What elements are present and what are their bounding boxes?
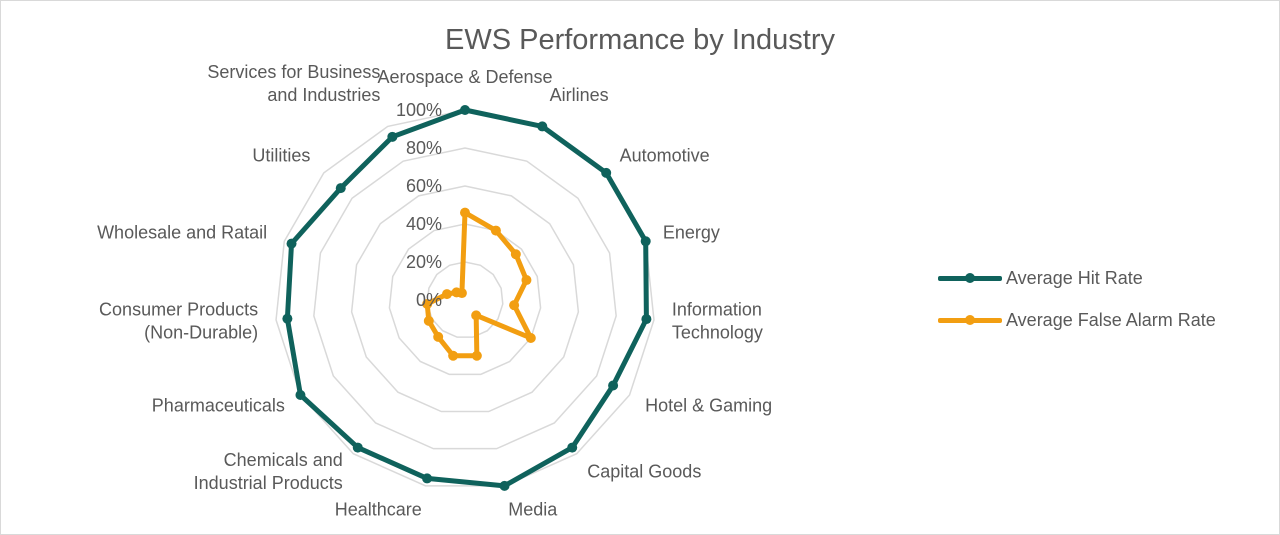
category-label-energy: Energy	[663, 222, 720, 242]
data-point-average-hit-rate-4[interactable]	[640, 236, 651, 247]
grid-ring-4	[313, 147, 617, 450]
data-point-average-false-alarm-rate-12[interactable]	[422, 298, 433, 309]
data-point-average-hit-rate-9[interactable]	[422, 473, 433, 484]
data-point-average-false-alarm-rate-13[interactable]	[441, 289, 452, 300]
data-point-average-hit-rate-7[interactable]	[567, 442, 578, 453]
legend-swatch-false-alarm-rate	[938, 310, 1002, 330]
chart-title: EWS Performance by Industry	[444, 24, 836, 56]
data-point-average-false-alarm-rate-6[interactable]	[525, 333, 536, 343]
category-label-media: Media	[508, 499, 558, 519]
data-point-average-hit-rate-12[interactable]	[282, 313, 293, 324]
category-label-services-for-business-and-industries: Services for Business and Industries	[207, 62, 380, 105]
category-label-airlines: Airlines	[550, 85, 609, 105]
data-point-average-hit-rate-1[interactable]	[460, 105, 470, 115]
legend-label-false-alarm-rate: Average False Alarm Rate	[1006, 309, 1216, 330]
tick-label-4: 80%	[406, 138, 442, 158]
category-label-pharmaceuticals: Pharmaceuticals	[152, 396, 285, 416]
grid-ring-3	[350, 185, 580, 413]
legend-item-false-alarm-rate[interactable]: Average False Alarm Rate	[938, 306, 1216, 334]
category-label-information-technology: Information Technology	[672, 299, 763, 342]
tick-label-5: 100%	[396, 100, 442, 120]
data-point-average-false-alarm-rate-3[interactable]	[510, 249, 521, 260]
category-label-consumer-products-non-durable: Consumer Products (Non-Durable)	[99, 299, 258, 342]
data-point-average-hit-rate-3[interactable]	[601, 167, 612, 178]
data-point-average-hit-rate-5[interactable]	[641, 314, 652, 325]
tick-label-0: 0%	[416, 290, 442, 310]
radar-series	[282, 105, 652, 491]
data-point-average-false-alarm-rate-11[interactable]	[423, 315, 434, 326]
data-point-average-false-alarm-rate-9[interactable]	[448, 350, 459, 361]
data-point-average-hit-rate-15[interactable]	[387, 131, 398, 142]
chart-legend: Average Hit Rate Average False Alarm Rat…	[938, 264, 1216, 348]
data-point-average-false-alarm-rate-10[interactable]	[433, 331, 444, 342]
category-label-chemicals-and-industrial-products: Chemicals and Industrial Products	[194, 450, 343, 493]
category-label-aerospace-defense: Aerospace & Defense	[377, 67, 552, 87]
data-point-average-false-alarm-rate-1[interactable]	[460, 207, 470, 218]
data-point-average-hit-rate-14[interactable]	[335, 183, 346, 194]
data-point-average-false-alarm-rate-15[interactable]	[456, 288, 467, 299]
category-label-wholesale-and-ratail: Wholesale and Ratail	[97, 222, 267, 242]
legend-item-hit-rate[interactable]: Average Hit Rate	[938, 264, 1216, 292]
data-point-average-hit-rate-11[interactable]	[295, 390, 306, 400]
category-label-capital-goods: Capital Goods	[587, 462, 701, 482]
grid-ring-2	[388, 223, 542, 376]
series-line-average-hit-rate	[284, 107, 649, 489]
data-point-average-false-alarm-rate-4[interactable]	[521, 275, 532, 286]
data-point-average-false-alarm-rate-2[interactable]	[490, 225, 501, 236]
tick-label-2: 40%	[406, 214, 442, 234]
legend-swatch-hit-rate	[938, 268, 1002, 288]
data-point-average-false-alarm-rate-7[interactable]	[471, 310, 482, 321]
tick-label-3: 60%	[406, 176, 442, 196]
data-point-average-hit-rate-13[interactable]	[286, 238, 297, 249]
category-label-automotive: Automotive	[620, 145, 710, 165]
data-point-average-hit-rate-10[interactable]	[352, 442, 363, 453]
tick-label-1: 20%	[406, 252, 442, 272]
category-label-healthcare: Healthcare	[335, 499, 422, 519]
data-point-average-hit-rate-8[interactable]	[499, 480, 510, 491]
category-label-hotel-gaming: Hotel & Gaming	[645, 396, 772, 416]
category-label-utilities: Utilities	[252, 145, 310, 165]
legend-label-hit-rate: Average Hit Rate	[1006, 267, 1143, 288]
data-point-average-false-alarm-rate-5[interactable]	[509, 300, 520, 311]
data-point-average-false-alarm-rate-8[interactable]	[471, 350, 482, 361]
radar-tick-labels: 0% 20% 40% 60% 80% 100%	[396, 100, 442, 310]
data-point-average-hit-rate-6[interactable]	[608, 380, 619, 391]
grid-ring-1	[426, 261, 504, 338]
data-point-average-hit-rate-2[interactable]	[537, 121, 548, 132]
